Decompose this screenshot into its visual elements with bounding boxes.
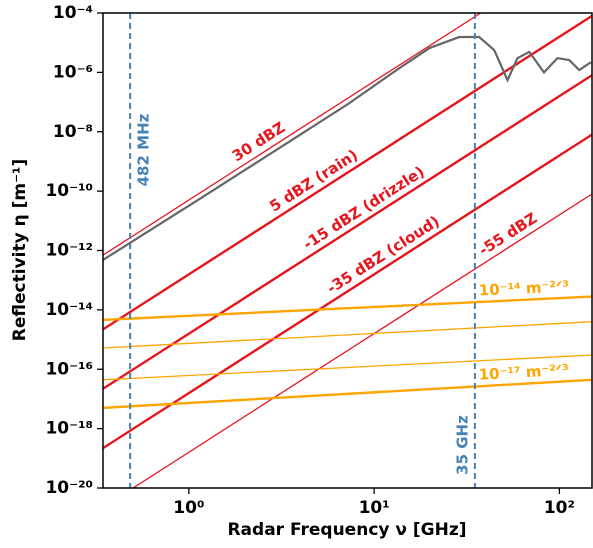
x-tick-label: 10²: [544, 498, 575, 518]
reference-label: 482 MHz: [135, 113, 153, 186]
y-tick-label: 10⁻¹⁶: [45, 359, 93, 379]
series-line: [103, 35, 592, 261]
y-tick-label: 10⁻¹⁰: [45, 181, 93, 201]
series-line: [103, 378, 592, 410]
y-tick-label: 10⁻⁸: [53, 122, 93, 142]
series-line: [103, 321, 592, 349]
y-axis-label: Reflectivity η [m⁻¹]: [10, 159, 30, 342]
plot-area: [103, 13, 592, 488]
series-line: [103, 14, 592, 331]
y-tick-label: 10⁻⁶: [53, 62, 93, 82]
line-label: 10⁻¹⁷ m⁻²ᐟ³: [478, 361, 569, 384]
x-axis-label: Radar Frequency ν [GHz]: [227, 520, 466, 540]
y-tick-label: 10⁻¹²: [45, 241, 93, 261]
y-tick-label: 10⁻²⁰: [45, 478, 93, 498]
y-tick-label: 10⁻⁴: [53, 3, 93, 23]
y-tick-label: 10⁻¹⁴: [45, 300, 93, 320]
series-line: [103, 295, 592, 322]
x-tick-label: 10¹: [359, 498, 390, 518]
plot-frame: [102, 12, 593, 489]
series-line: [103, 133, 592, 450]
reference-label: 35 GHz: [453, 415, 471, 475]
line-label: 10⁻¹⁴ m⁻²ᐟ³: [478, 277, 569, 299]
series-line: [103, 13, 482, 256]
x-tick-label: 10⁰: [173, 498, 204, 518]
series-line: [103, 74, 592, 390]
series-line: [103, 354, 592, 381]
series-line: [132, 193, 592, 488]
y-tick-label: 10⁻¹⁸: [45, 419, 93, 439]
